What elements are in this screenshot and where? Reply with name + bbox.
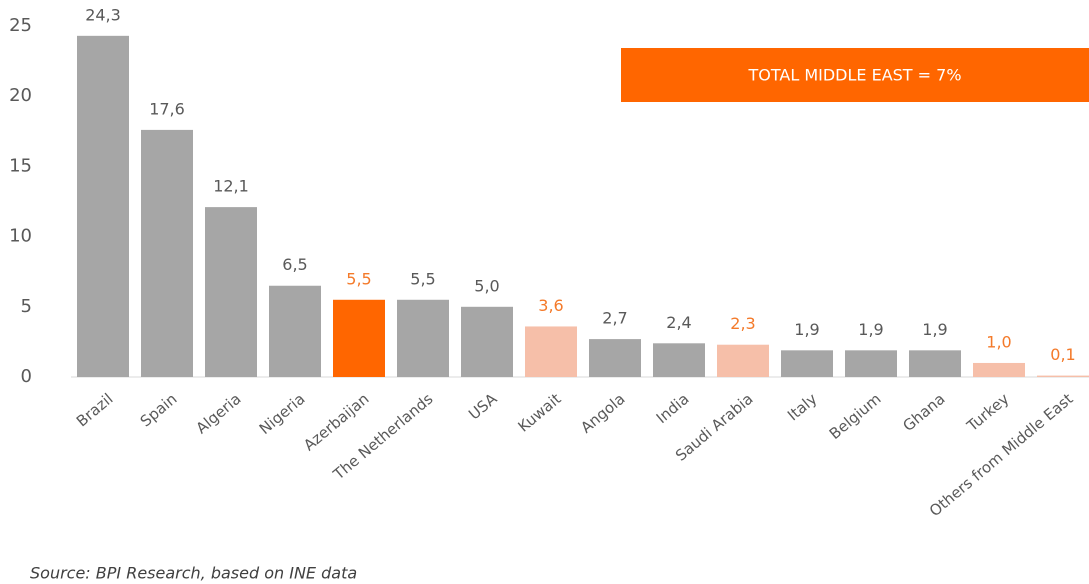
bar xyxy=(461,306,513,377)
y-tick-label: 25 xyxy=(9,15,32,36)
y-tick-label: 20 xyxy=(9,85,32,106)
bar xyxy=(717,344,769,377)
bar xyxy=(1037,375,1089,377)
bar xyxy=(397,299,449,377)
value-label: 5,0 xyxy=(474,276,499,295)
bar xyxy=(141,129,193,377)
bar xyxy=(845,350,897,377)
bar xyxy=(589,339,641,377)
bar xyxy=(77,35,129,377)
annotation: TOTAL MIDDLE EAST = 7% xyxy=(747,66,961,85)
y-tick-label: 10 xyxy=(9,226,32,247)
value-label: 1,0 xyxy=(986,332,1011,351)
x-tick-label: India xyxy=(653,390,693,427)
x-tick-label: Angola xyxy=(577,390,628,437)
x-tick-label: Belgium xyxy=(826,390,885,443)
value-label: 5,5 xyxy=(410,269,435,288)
value-label: 6,5 xyxy=(282,255,307,274)
x-tick-label: Italy xyxy=(784,390,821,425)
bar xyxy=(333,299,385,377)
x-tick-label: Nigeria xyxy=(256,390,309,438)
x-tick-label: Turkey xyxy=(963,390,1013,436)
value-label: 0,1 xyxy=(1050,345,1075,364)
y-tick-label: 15 xyxy=(9,155,32,176)
bar xyxy=(653,343,705,377)
value-label: 1,9 xyxy=(858,320,883,339)
x-tick-label: Algeria xyxy=(193,390,245,438)
value-label: 17,6 xyxy=(149,99,185,118)
value-label: 5,5 xyxy=(346,269,371,288)
bar xyxy=(269,285,321,377)
y-tick-label: 5 xyxy=(21,296,32,317)
bar xyxy=(973,362,1025,377)
value-label: 3,6 xyxy=(538,296,563,315)
value-label: 1,9 xyxy=(794,320,819,339)
annotation-box xyxy=(621,48,1089,102)
source: Source: BPI Research, based on INE data xyxy=(30,564,357,583)
x-tick-label: Ghana xyxy=(899,390,948,435)
x-tick-label: Kuwait xyxy=(515,390,565,436)
bar xyxy=(781,350,833,377)
y-tick-label: 0 xyxy=(21,366,32,387)
value-label: 24,3 xyxy=(85,5,121,24)
value-label: 2,7 xyxy=(602,309,627,328)
value-label: 1,9 xyxy=(922,320,947,339)
bar xyxy=(909,350,961,377)
value-label: 12,1 xyxy=(213,177,249,196)
x-tick-label: Spain xyxy=(137,390,181,431)
x-tick-label: Brazil xyxy=(73,390,117,431)
bar xyxy=(525,326,577,377)
value-label: 2,3 xyxy=(730,314,755,333)
value-label: 2,4 xyxy=(666,313,691,332)
x-tick-label: USA xyxy=(465,389,501,423)
bar xyxy=(205,207,257,377)
